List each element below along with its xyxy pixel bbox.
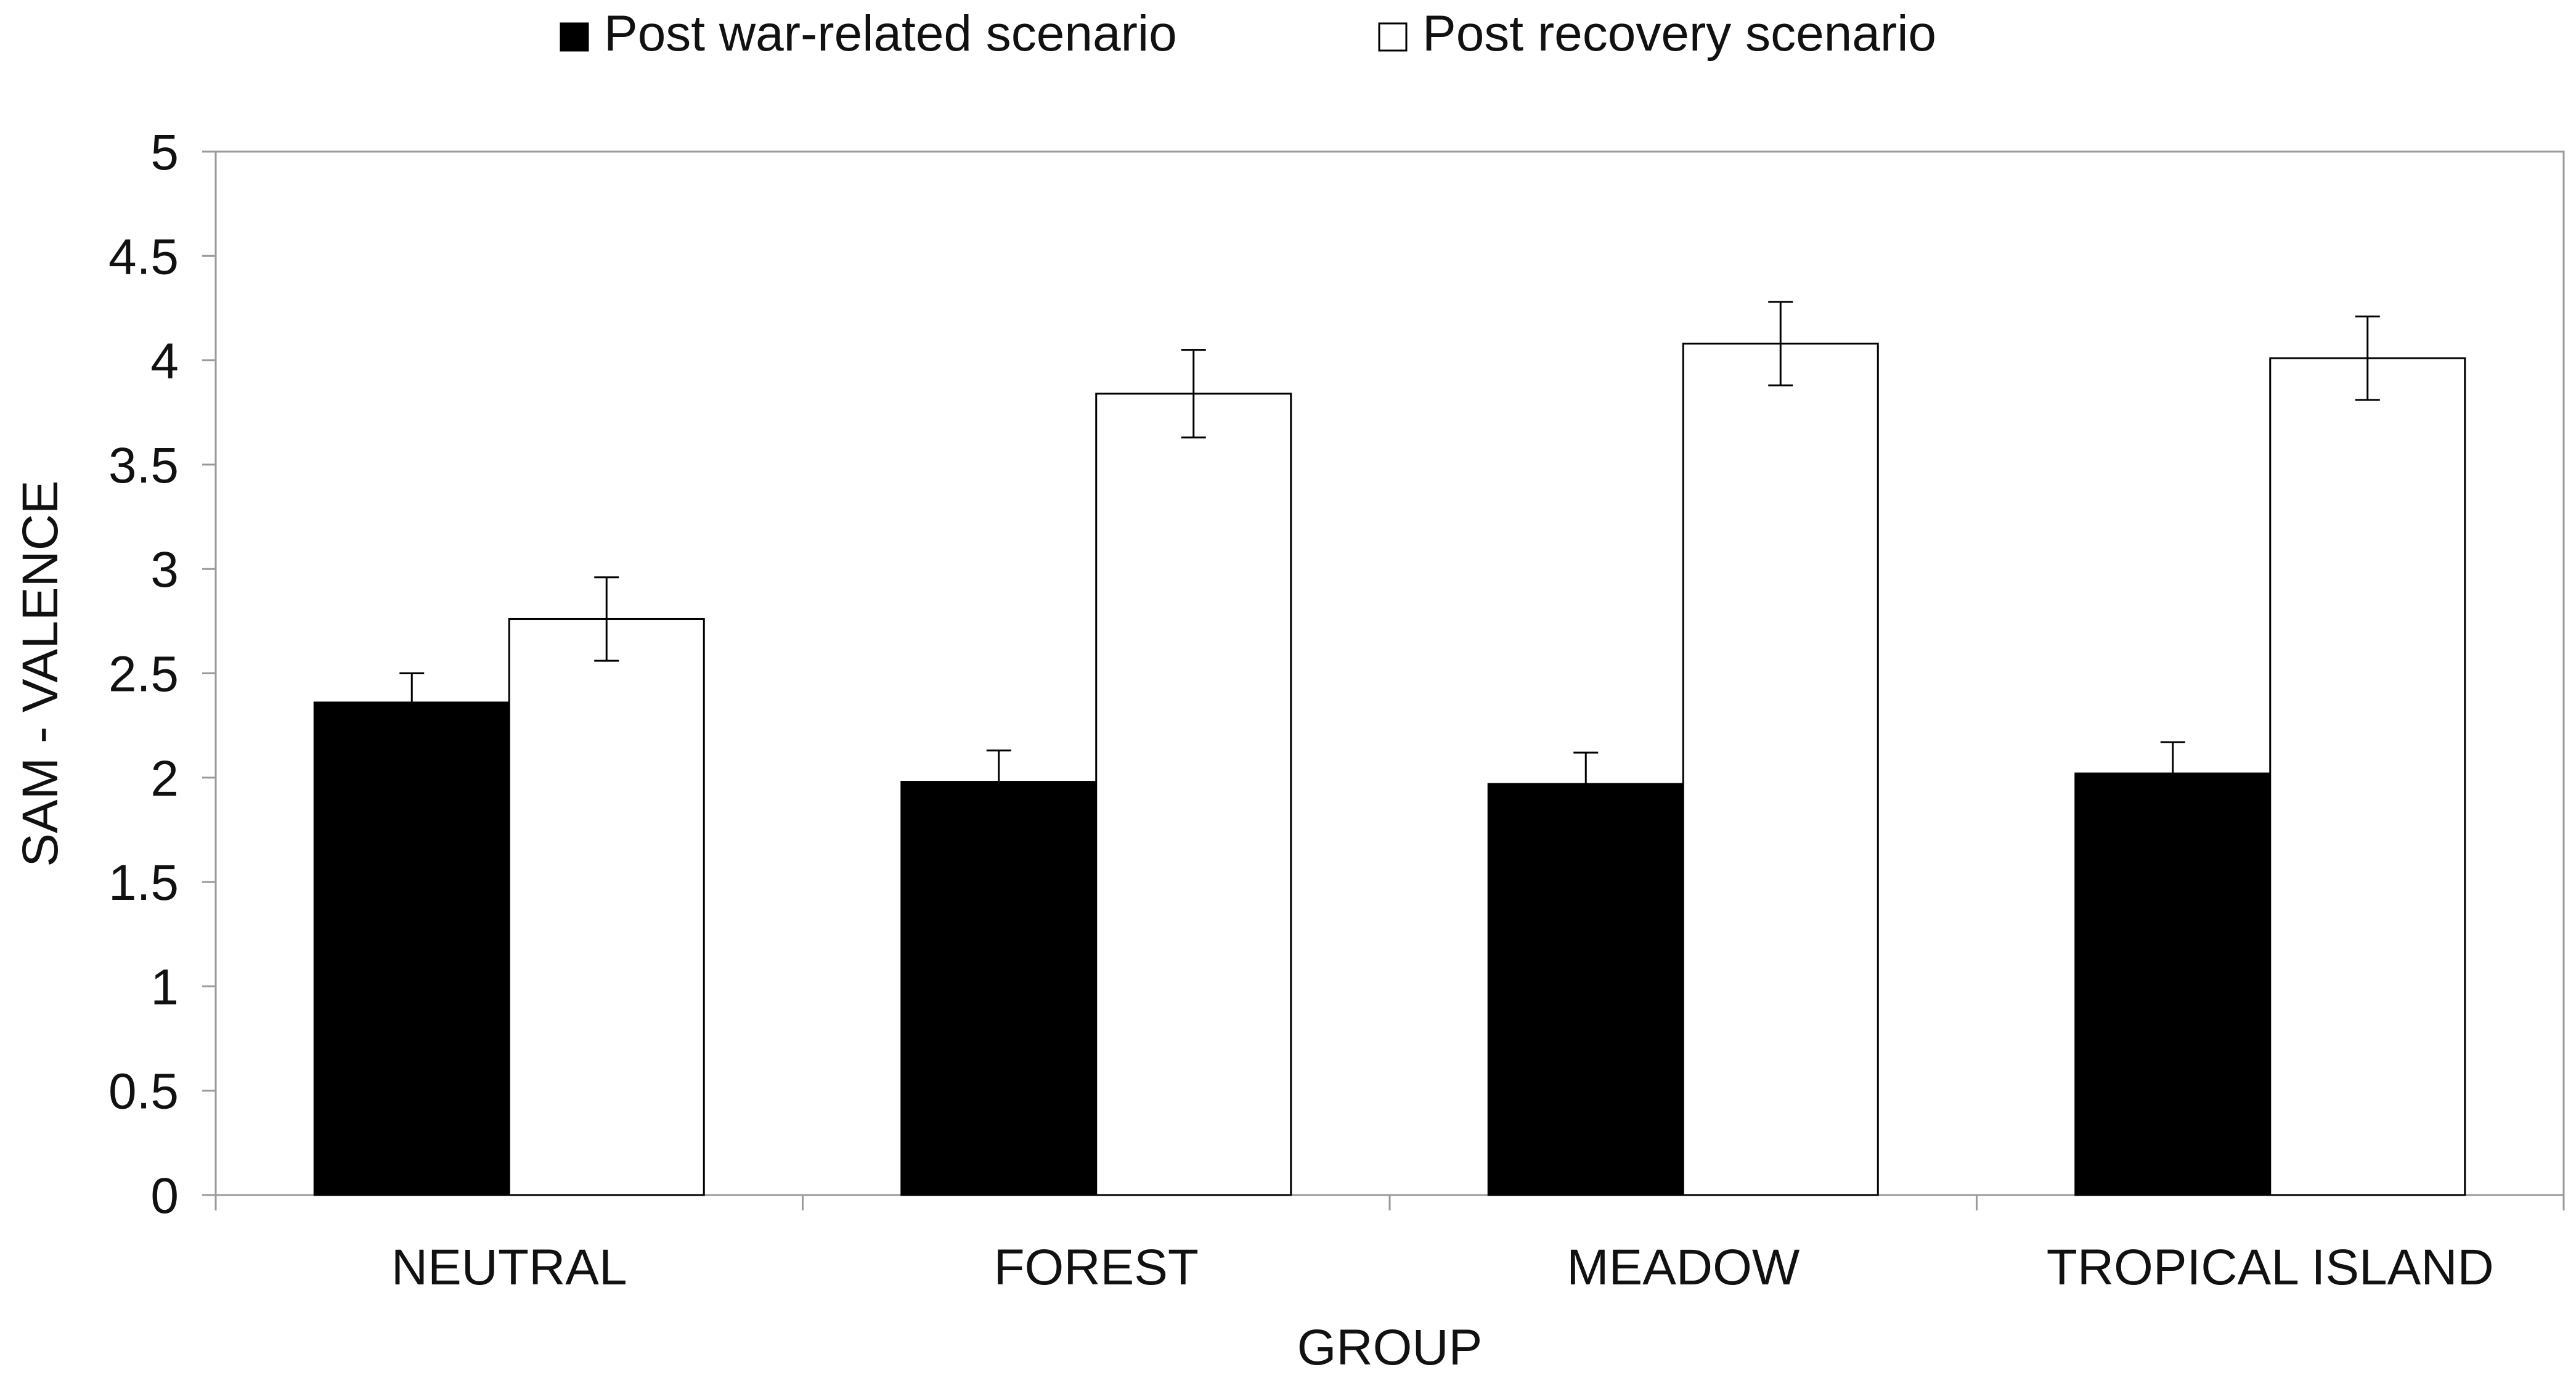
legend-label-post-recovery: Post recovery scenario xyxy=(1422,6,1936,62)
bar-post-recovery-meadow xyxy=(1682,343,1879,1196)
bars xyxy=(313,343,2466,1196)
legend-swatch-post-war xyxy=(560,22,589,52)
bar-post-war-neutral xyxy=(313,701,510,1196)
legend: Post war-related scenario Post recovery … xyxy=(560,6,1936,62)
legend-label-post-war: Post war-related scenario xyxy=(604,6,1177,62)
legend-swatch-post-recovery xyxy=(1378,22,1408,52)
bar-post-recovery-neutral xyxy=(508,618,705,1196)
x-tick-label: NEUTRAL xyxy=(391,1239,627,1295)
y-tick-label: 1 xyxy=(150,959,179,1015)
bar-post-war-meadow xyxy=(1487,783,1684,1196)
x-axis-title: GROUP xyxy=(1297,1320,1483,1376)
bar-post-recovery-forest xyxy=(1095,393,1292,1196)
x-tick-label: MEADOW xyxy=(1567,1239,1800,1295)
x-tick-label: TROPICAL ISLAND xyxy=(2047,1239,2494,1295)
x-tick-label: FOREST xyxy=(993,1239,1199,1295)
error-bars xyxy=(399,301,2380,817)
y-tick-label: 2 xyxy=(150,751,179,807)
y-axis-title: SAM - VALENCE xyxy=(12,480,68,867)
y-tick-label: 4 xyxy=(150,333,179,390)
y-tick-label: 3 xyxy=(150,542,179,598)
bar-post-war-forest xyxy=(900,781,1098,1196)
x-axis: NEUTRAL FOREST MEADOW TROPICAL ISLAND xyxy=(214,1195,2565,1295)
bar-post-recovery-tropical-island xyxy=(2269,357,2466,1196)
y-tick-label: 0.5 xyxy=(108,1064,179,1120)
y-tick-label: 0 xyxy=(150,1168,179,1224)
y-tick-label: 3.5 xyxy=(108,438,179,494)
y-tick-label: 4.5 xyxy=(108,229,179,285)
y-tick-label: 2.5 xyxy=(108,647,179,703)
bar-post-war-tropical-island xyxy=(2074,772,2272,1196)
y-tick-label: 5 xyxy=(150,124,179,181)
y-axis: 0 0.5 1 1.5 2 2.5 3 3.5 4 4.5 5 xyxy=(108,124,216,1224)
y-tick-label: 1.5 xyxy=(108,855,179,911)
